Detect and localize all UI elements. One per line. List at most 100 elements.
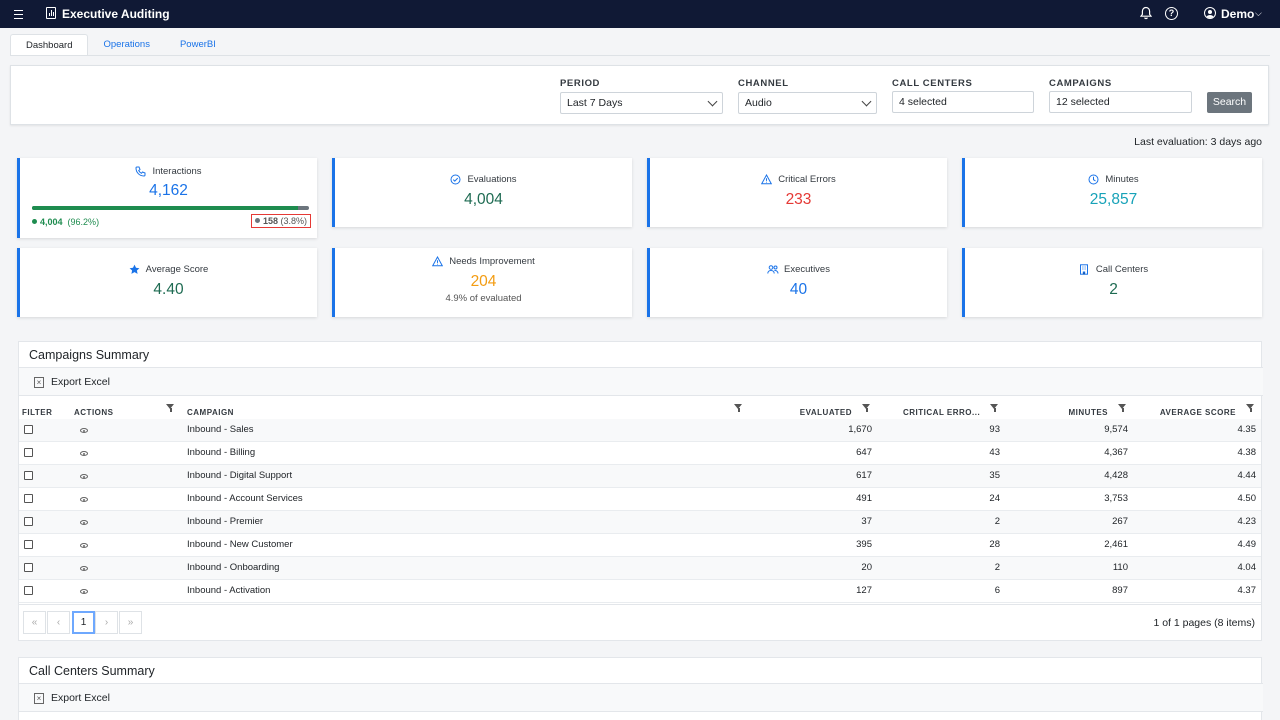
row-checkbox[interactable] — [24, 563, 33, 572]
kpi-header: Evaluations — [335, 174, 632, 185]
row-checkbox[interactable] — [24, 494, 33, 503]
column-header-critical-errors[interactable]: CRITICAL ERRO... — [903, 408, 981, 417]
cell-minutes: 3,753 — [1104, 493, 1128, 504]
table-row: Inbound - Account Services 491 24 3,753 … — [19, 488, 1261, 511]
channel-label: CHANNEL — [738, 78, 789, 89]
tab-dashboard[interactable]: Dashboard — [10, 34, 89, 56]
check-circle-icon — [450, 174, 461, 185]
help-icon[interactable]: ? — [1165, 7, 1178, 20]
period-select[interactable]: Last 7 Days — [560, 92, 723, 114]
table-row: Inbound - Billing 647 43 4,367 4.38 — [19, 442, 1261, 465]
row-checkbox[interactable] — [24, 471, 33, 480]
view-eye-icon[interactable] — [80, 451, 88, 456]
cell-evaluated: 647 — [856, 447, 872, 458]
evaluated-split: 4,004 (96.2%) — [32, 217, 99, 227]
clock-icon — [1088, 174, 1099, 185]
cell-critical-errors: 43 — [989, 447, 1000, 458]
last-page-button[interactable]: » — [119, 611, 142, 634]
campaigns-value: 12 selected — [1056, 96, 1110, 108]
kpi-label: Call Centers — [1095, 264, 1149, 275]
warning-triangle-icon — [432, 255, 444, 267]
kpi-call-centers-card: Call Centers 2 — [962, 248, 1262, 317]
row-checkbox[interactable] — [24, 586, 33, 595]
search-button[interactable]: Search — [1207, 92, 1252, 113]
cell-campaign: Inbound - New Customer — [187, 539, 293, 550]
column-header-campaign[interactable]: CAMPAIGN — [187, 408, 234, 417]
cell-campaign: Inbound - Sales — [187, 424, 254, 435]
kpi-label: Needs Improvement — [449, 256, 535, 267]
table-row: Inbound - Sales 1,670 93 9,574 4.35 — [19, 419, 1261, 442]
user-name[interactable]: Demo — [1221, 7, 1255, 21]
warning-triangle-icon — [761, 173, 773, 185]
call-centers-toolbar: × Export Excel — [19, 683, 1263, 712]
channel-select[interactable]: Audio — [738, 92, 877, 114]
cell-minutes: 267 — [1112, 516, 1128, 527]
previous-page-button[interactable]: ‹ — [47, 611, 70, 634]
call-centers-summary-title: Call Centers Summary — [29, 664, 155, 678]
excel-icon: × — [34, 693, 44, 704]
view-eye-icon[interactable] — [80, 566, 88, 571]
first-page-button[interactable]: « — [23, 611, 46, 634]
row-checkbox[interactable] — [24, 425, 33, 434]
kpi-header: Call Centers — [965, 264, 1262, 275]
cell-minutes: 4,428 — [1104, 470, 1128, 481]
green-dot-icon — [32, 219, 37, 224]
cell-average-score: 4.23 — [1237, 516, 1257, 527]
view-eye-icon[interactable] — [80, 497, 88, 502]
kpi-label: Critical Errors — [778, 174, 836, 185]
top-bar: Executive Auditing ? Demo ⌵ — [0, 0, 1280, 28]
row-checkbox[interactable] — [24, 540, 33, 549]
main-tabs: Dashboard Operations PowerBI — [10, 34, 231, 56]
cell-evaluated: 127 — [856, 585, 872, 596]
page-1-button[interactable]: 1 — [72, 611, 95, 634]
pagination-info: 1 of 1 pages (8 items) — [1153, 617, 1255, 629]
view-eye-icon[interactable] — [80, 428, 88, 433]
cell-average-score: 4.04 — [1237, 562, 1257, 573]
kpi-label: Evaluations — [467, 174, 517, 185]
kpi-value: 25,857 — [1089, 191, 1138, 208]
table-row: Inbound - Digital Support 617 35 4,428 4… — [19, 465, 1261, 488]
period-value: Last 7 Days — [567, 97, 623, 109]
next-page-button[interactable]: › — [95, 611, 118, 634]
notifications-bell-icon[interactable] — [1139, 6, 1153, 23]
column-header-evaluated[interactable]: EVALUATED — [799, 408, 852, 417]
tab-powerbi[interactable]: PowerBI — [179, 39, 216, 50]
cell-critical-errors: 24 — [989, 493, 1000, 504]
gray-dot-icon — [255, 218, 260, 223]
view-eye-icon[interactable] — [80, 543, 88, 548]
call-centers-multiselect[interactable]: 4 selected — [892, 91, 1034, 113]
kpi-interactions-card: Interactions 4,162 4,004 (96.2%) 158 (3.… — [17, 158, 317, 238]
kpi-label: Minutes — [1105, 174, 1139, 185]
kpi-header: Average Score — [20, 264, 317, 275]
cell-critical-errors: 2 — [994, 516, 1000, 527]
kpi-executives-card: Executives 40 — [647, 248, 947, 317]
app-title: Executive Auditing — [62, 7, 170, 21]
cell-average-score: 4.44 — [1237, 470, 1257, 481]
pending-split[interactable]: 158 (3.8%) — [251, 214, 312, 228]
pagination-bar: « ‹ 1 › » 1 of 1 pages (8 items) — [19, 604, 1261, 640]
view-eye-icon[interactable] — [80, 589, 88, 594]
campaigns-multiselect[interactable]: 12 selected — [1049, 91, 1192, 113]
user-avatar-icon[interactable] — [1204, 7, 1216, 19]
cell-minutes: 4,367 — [1104, 447, 1128, 458]
cell-campaign: Inbound - Digital Support — [187, 470, 293, 481]
tab-operations[interactable]: Operations — [103, 39, 150, 50]
chevron-down-icon[interactable]: ⌵ — [1255, 8, 1262, 18]
row-checkbox[interactable] — [24, 517, 33, 526]
cell-campaign: Inbound - Activation — [187, 585, 271, 596]
table-row: Inbound - Onboarding 20 2 110 4.04 — [19, 557, 1261, 580]
cell-minutes: 2,461 — [1104, 539, 1128, 550]
last-evaluation-text: Last evaluation: 3 days ago — [1134, 136, 1262, 148]
row-checkbox[interactable] — [24, 448, 33, 457]
column-header-average-score[interactable]: AVERAGE SCORE — [1159, 408, 1236, 417]
call-centers-summary-panel: Call Centers Summary × Export Excel — [18, 657, 1263, 720]
view-eye-icon[interactable] — [80, 474, 88, 479]
table-row: Inbound - Activation 127 6 897 4.37 — [19, 580, 1261, 603]
hamburger-menu-icon[interactable] — [14, 7, 26, 21]
column-header-actions[interactable]: ACTIONS — [74, 408, 114, 417]
star-icon — [129, 264, 140, 275]
cell-minutes: 9,574 — [1104, 424, 1128, 435]
kpi-value: 40 — [789, 281, 808, 298]
column-header-minutes[interactable]: MINUTES — [1068, 408, 1108, 417]
view-eye-icon[interactable] — [80, 520, 88, 525]
